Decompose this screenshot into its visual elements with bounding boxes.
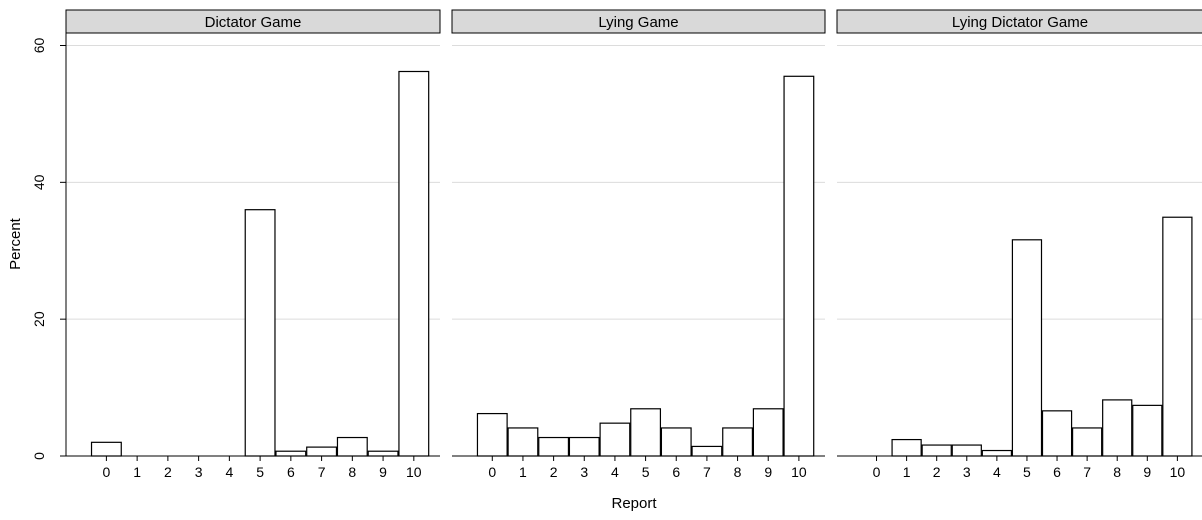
bar	[367, 450, 399, 457]
bar	[398, 70, 430, 457]
x-tick-label: 9	[764, 464, 772, 480]
bar	[1162, 216, 1193, 457]
x-tick-label: 6	[1053, 464, 1061, 480]
panel-strip	[65, 9, 441, 34]
bar	[275, 450, 307, 457]
x-tick-label: 9	[1143, 464, 1151, 480]
bar	[538, 436, 570, 457]
y-tick-label: 20	[31, 311, 47, 327]
bar	[891, 438, 922, 457]
x-tick-label: 3	[963, 464, 971, 480]
bar	[476, 412, 508, 457]
y-tick-label: 40	[31, 174, 47, 190]
bar	[1132, 404, 1163, 457]
bar	[1041, 410, 1073, 457]
x-tick-label: 3	[195, 464, 203, 480]
panel-title: Lying Dictator Game	[952, 14, 1088, 31]
bar	[599, 422, 631, 457]
x-tick-label: 0	[488, 464, 496, 480]
panel-strip	[836, 9, 1202, 34]
bar	[691, 445, 723, 457]
x-tick-label: 7	[318, 464, 326, 480]
x-tick-label: 5	[256, 464, 264, 480]
panel-title: Dictator Game	[205, 14, 302, 31]
bar	[783, 75, 815, 457]
x-tick-label: 1	[903, 464, 911, 480]
bar	[921, 444, 952, 457]
panel-strip	[451, 9, 826, 34]
panel-title: Lying Game	[598, 14, 678, 31]
x-tick-label: 4	[225, 464, 233, 480]
bar	[568, 436, 600, 457]
bar	[244, 209, 276, 457]
x-tick-label: 0	[102, 464, 110, 480]
x-tick-label: 4	[993, 464, 1001, 480]
bar	[90, 441, 122, 457]
bar	[630, 408, 662, 457]
x-tick-label: 6	[672, 464, 680, 480]
x-axis-label: Report	[611, 495, 657, 512]
x-tick-label: 2	[164, 464, 172, 480]
x-tick-label: 8	[1113, 464, 1121, 480]
y-tick-label: 60	[31, 38, 47, 54]
bar	[306, 446, 338, 457]
x-tick-label: 5	[1023, 464, 1031, 480]
x-tick-label: 7	[1083, 464, 1091, 480]
x-tick-label: 1	[519, 464, 527, 480]
bar	[1071, 427, 1103, 457]
bar	[752, 408, 784, 457]
bar	[1102, 399, 1133, 457]
x-tick-label: 8	[348, 464, 356, 480]
x-tick-label: 6	[287, 464, 295, 480]
bar	[951, 444, 982, 457]
bar	[1011, 239, 1043, 457]
x-tick-label: 0	[873, 464, 881, 480]
bar	[660, 427, 692, 457]
bar	[981, 449, 1013, 457]
bar	[336, 436, 368, 457]
x-tick-label: 7	[703, 464, 711, 480]
x-tick-label: 4	[611, 464, 619, 480]
x-tick-label: 10	[1170, 464, 1186, 480]
x-tick-label: 2	[550, 464, 558, 480]
x-tick-label: 10	[791, 464, 807, 480]
x-tick-label: 9	[379, 464, 387, 480]
y-tick-label: 0	[31, 452, 47, 460]
x-tick-label: 1	[133, 464, 141, 480]
x-tick-label: 8	[734, 464, 742, 480]
bar	[507, 427, 539, 457]
x-tick-label: 5	[642, 464, 650, 480]
x-tick-label: 3	[580, 464, 588, 480]
bar	[722, 427, 753, 457]
y-axis-label: Percent	[7, 217, 24, 270]
x-tick-label: 10	[406, 464, 422, 480]
x-tick-label: 2	[933, 464, 941, 480]
